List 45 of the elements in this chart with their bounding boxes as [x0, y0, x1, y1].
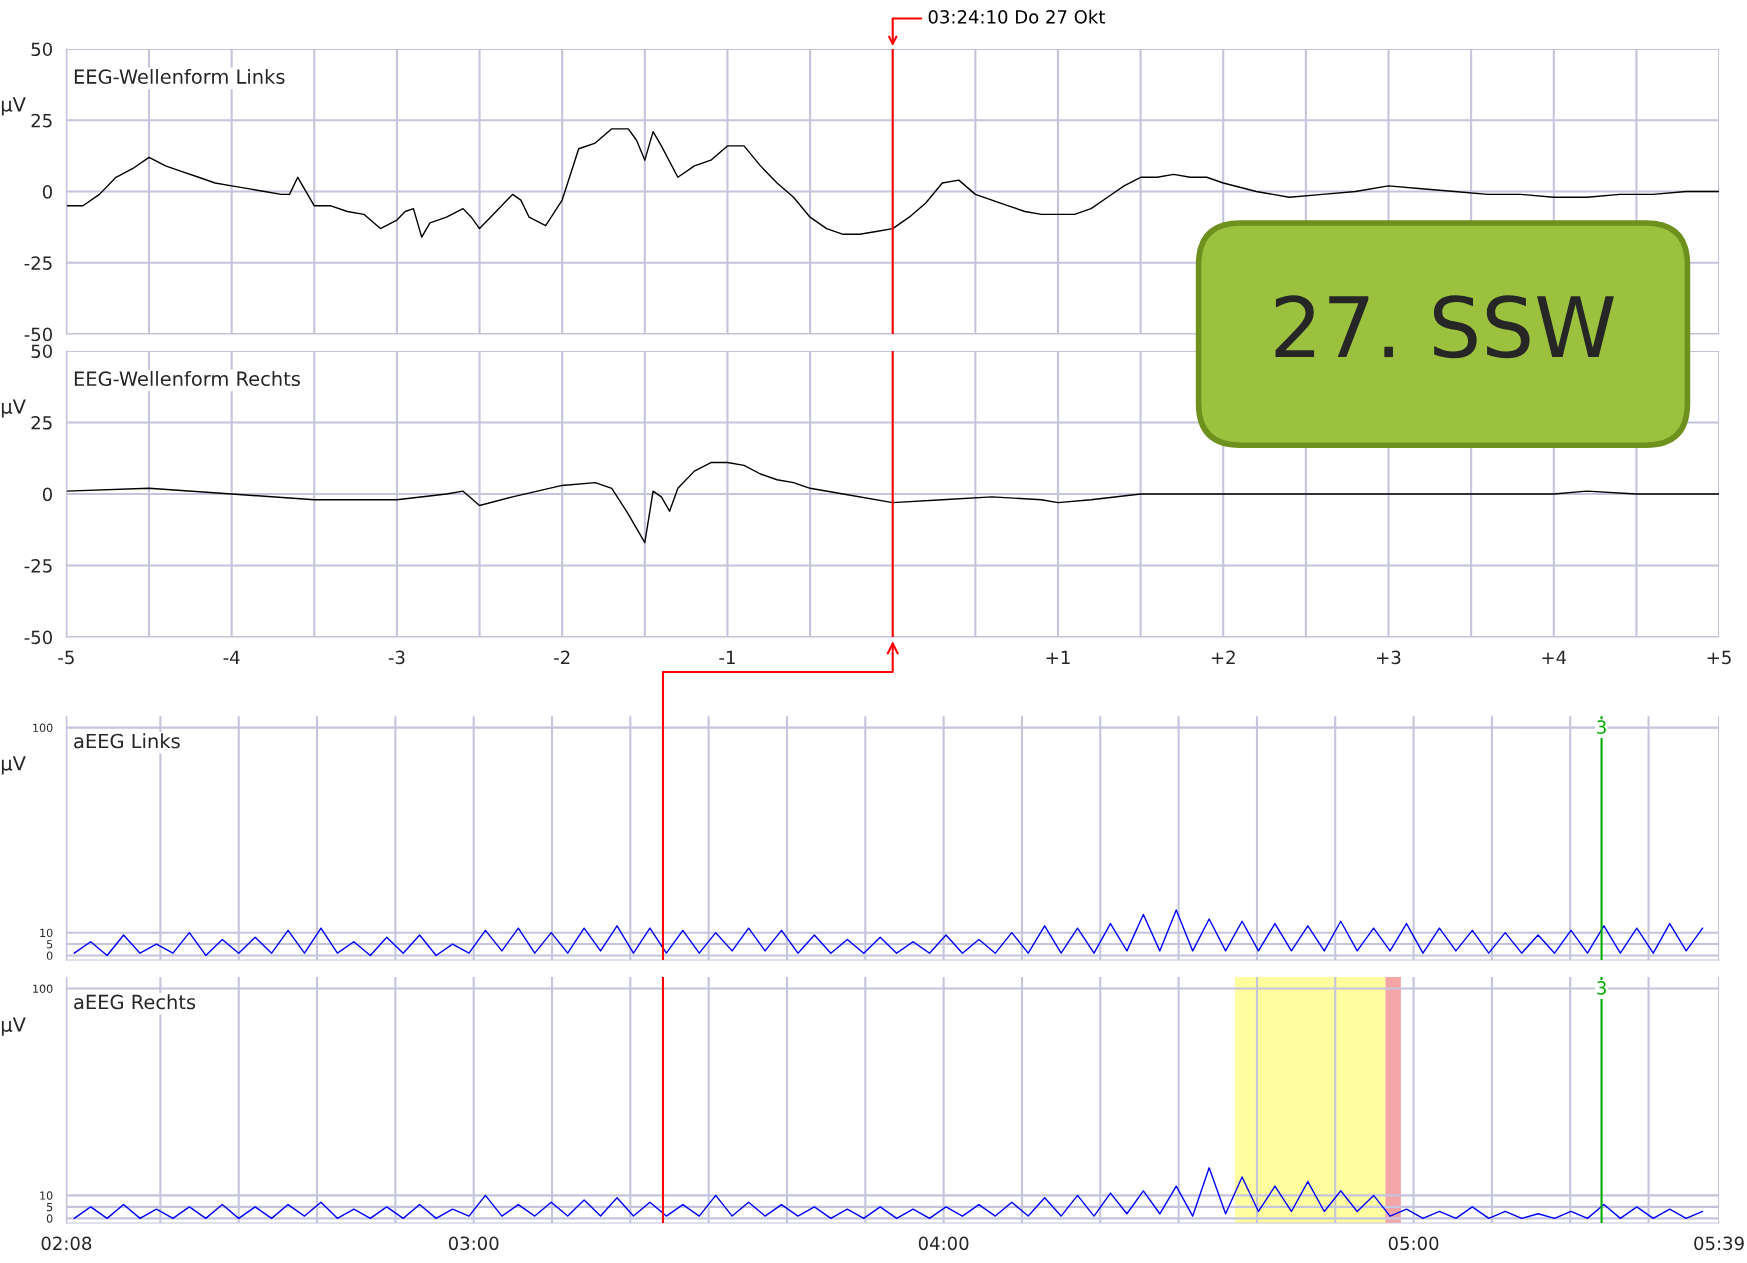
- y-tick-label: 100: [33, 723, 53, 733]
- x-tick-label: -4: [223, 650, 240, 664]
- y-tick-label: 0: [42, 184, 52, 199]
- y-tick-label: -50: [24, 630, 52, 645]
- annotation: 27. SSW: [1275, 295, 1614, 359]
- x-tick-label: -1: [719, 650, 735, 664]
- y-tick-label: 10: [40, 928, 53, 938]
- x-tick-label: 05:39: [1694, 1236, 1744, 1251]
- x-tick-label: 04:00: [918, 1236, 969, 1251]
- x-tick-label: -2: [554, 650, 570, 664]
- text: aEEG Links: [74, 733, 180, 749]
- y-tick-label: -25: [24, 256, 52, 270]
- y-tick-label: -50: [24, 327, 52, 342]
- x-tick-label: -3: [388, 650, 405, 665]
- y-tick-label: 0: [46, 1214, 53, 1223]
- text: EEG-Wellenform Links: [74, 68, 285, 85]
- y-tick-label: 50: [31, 344, 52, 359]
- y-axis-title: µV: [1, 97, 26, 116]
- x-tick-label: +1: [1046, 650, 1070, 664]
- y-axis-title: µV: [1, 1017, 26, 1036]
- x-tick-label: +3: [1377, 650, 1401, 665]
- text: EEG-Wellenform Rechts: [74, 371, 300, 387]
- x-tick-label: +4: [1542, 650, 1567, 664]
- y-tick-label: 25: [31, 113, 52, 128]
- x-tick-label: 02:08: [41, 1236, 92, 1251]
- x-tick-label: -5: [58, 650, 74, 665]
- y-axis-title: µV: [1, 399, 26, 418]
- y-tick-label: -25: [24, 559, 52, 573]
- y-tick-label: 25: [31, 415, 52, 430]
- x-tick-label: +2: [1211, 650, 1235, 664]
- x-tick-label: 03:00: [448, 1236, 499, 1251]
- y-tick-label: 100: [33, 984, 53, 993]
- text: aEEG Rechts: [74, 994, 196, 1010]
- y-axis-title: µV: [1, 756, 26, 775]
- annotation: 3: [1597, 720, 1606, 734]
- y-tick-label: 5: [46, 940, 53, 949]
- text: 03:24:10 Do 27 Okt: [928, 9, 1105, 24]
- y-tick-label: 0: [42, 487, 52, 502]
- x-tick-label: +5: [1707, 650, 1731, 665]
- annotation: 3: [1597, 981, 1606, 995]
- y-tick-label: 50: [31, 42, 52, 57]
- y-tick-label: 5: [46, 1203, 53, 1212]
- y-tick-label: 10: [40, 1191, 53, 1200]
- x-tick-label: 05:00: [1388, 1236, 1439, 1251]
- y-tick-label: 0: [46, 951, 53, 960]
